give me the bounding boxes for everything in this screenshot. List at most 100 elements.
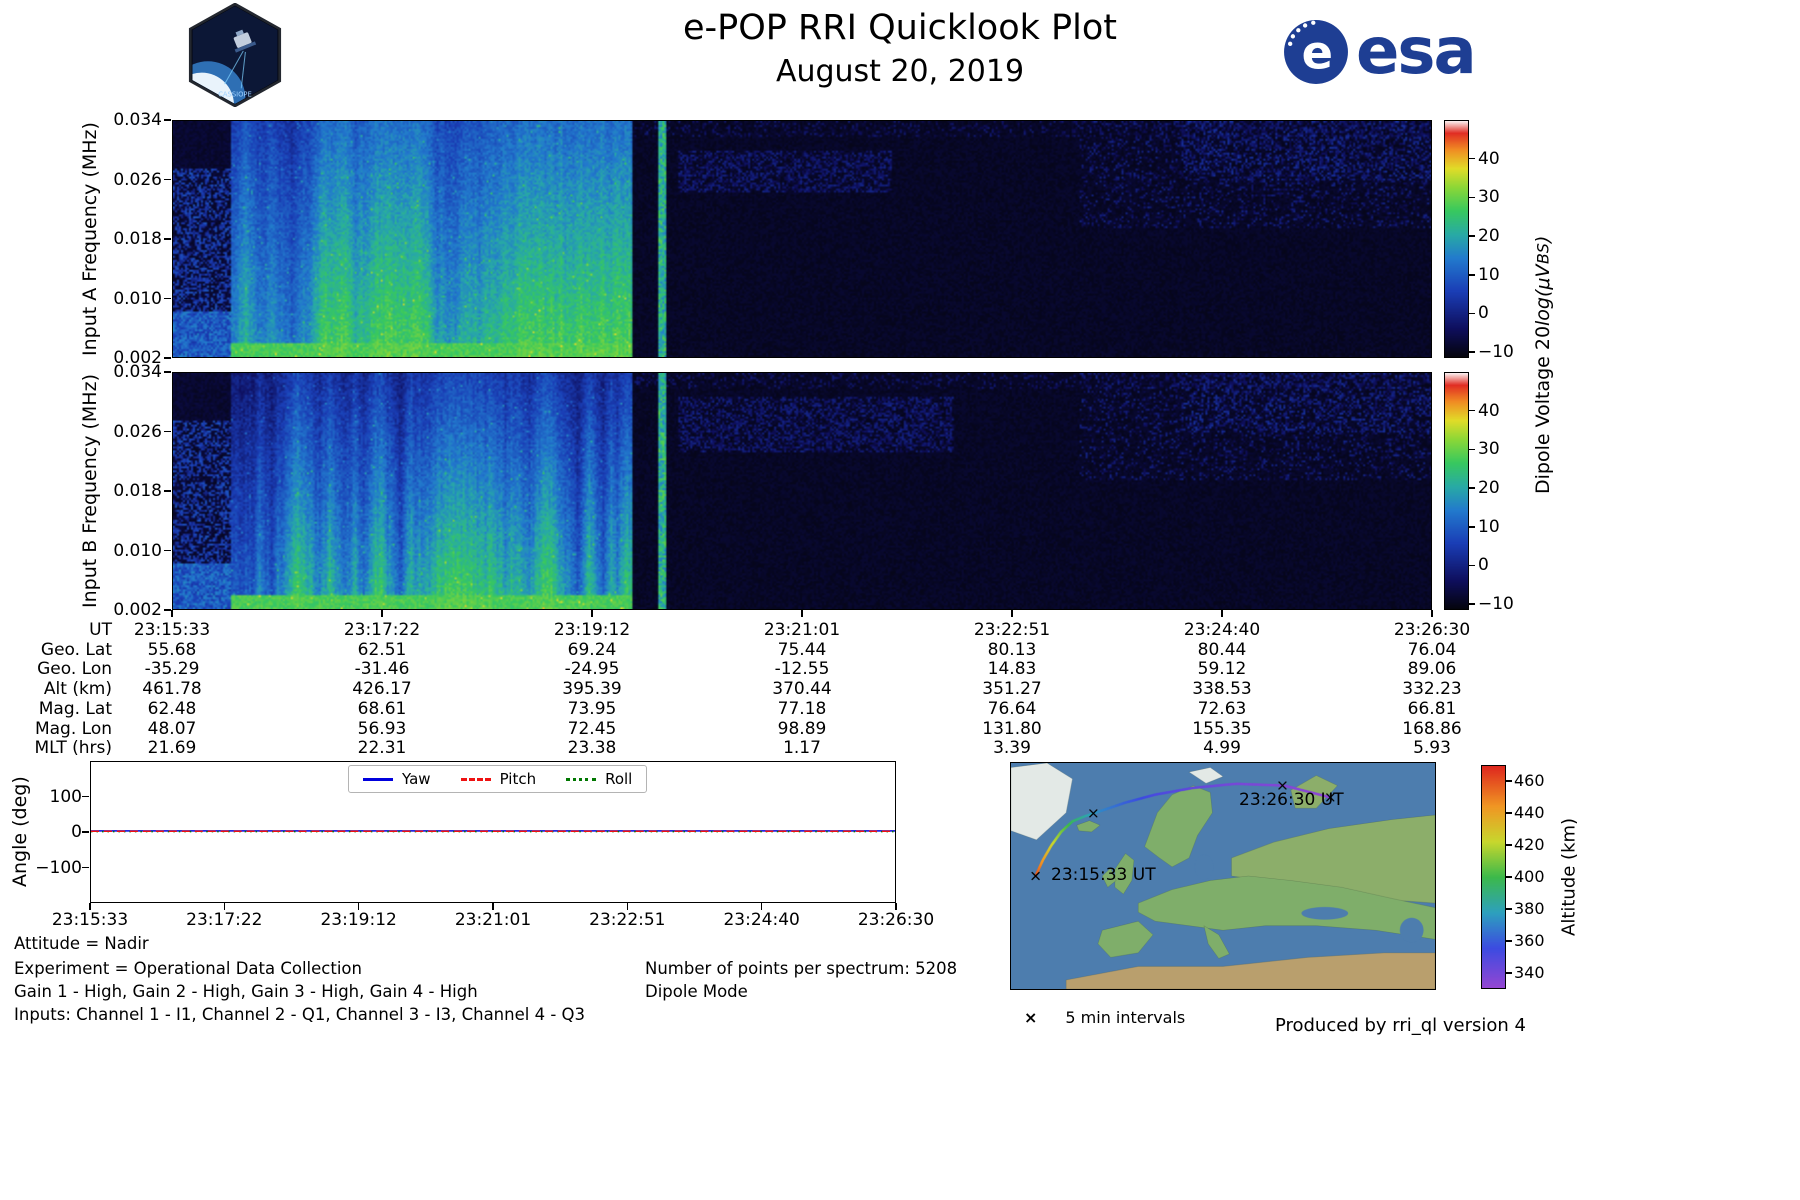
colorbar-label-subscript: BS bbox=[1533, 243, 1553, 265]
attitude-note: Attitude = Nadir bbox=[14, 934, 149, 953]
angle-time-tick-mark bbox=[492, 903, 494, 910]
freq-tick-mark bbox=[164, 238, 171, 240]
ephemeris-value: 76.04 bbox=[1407, 639, 1457, 660]
freq-tick-mark bbox=[164, 549, 171, 552]
ground-track-map: 23:26:30 UT 23:15:33 UT bbox=[1010, 762, 1436, 990]
freq-tick-label: 0.010 bbox=[113, 540, 162, 561]
freq-tick-mark bbox=[164, 430, 171, 433]
altitude-tick-mark bbox=[1506, 940, 1512, 942]
ephemeris-value: -24.95 bbox=[564, 659, 620, 680]
colorbar-tick-mark bbox=[1469, 564, 1475, 567]
ephemeris-value: 72.45 bbox=[567, 718, 617, 739]
angle-time-tick-label: 23:26:30 bbox=[857, 910, 935, 930]
angle-time-tick-label: 23:17:22 bbox=[186, 910, 263, 930]
time-tick-label: 23:26:30 bbox=[1393, 620, 1471, 640]
ephemeris-value: 77.18 bbox=[777, 698, 827, 719]
colorbar-tick-mark bbox=[1469, 487, 1475, 489]
colorbar-label-math: log(μV bbox=[1532, 264, 1554, 326]
angle-plot-panel bbox=[90, 761, 896, 903]
dipole-mode-note: Dipole Mode bbox=[645, 982, 748, 1001]
legend-item-pitch: Pitch bbox=[460, 770, 536, 788]
angle-time-tick-label: 23:19:12 bbox=[320, 910, 397, 930]
ephemeris-value: 351.27 bbox=[982, 679, 1042, 700]
ephemeris-value: 168.86 bbox=[1402, 718, 1462, 739]
intervals-label: 5 min intervals bbox=[1065, 1008, 1186, 1027]
ephemeris-value: 5.93 bbox=[1413, 738, 1451, 759]
gains-note: Gain 1 - High, Gain 2 - High, Gain 3 - H… bbox=[14, 982, 478, 1001]
interval-marker-icon: × bbox=[1024, 1008, 1038, 1027]
time-tick-label: 23:21:01 bbox=[763, 620, 841, 640]
freq-tick-mark bbox=[164, 371, 171, 373]
ephemeris-value: 59.12 bbox=[1197, 659, 1247, 680]
ephemeris-value: 68.61 bbox=[357, 698, 407, 719]
ephemeris-value: -12.55 bbox=[774, 659, 830, 680]
freq-tick-mark bbox=[164, 609, 171, 611]
freq-tick-label: 0.026 bbox=[113, 169, 162, 190]
colorbar-label-text: Dipole Voltage 20 bbox=[1532, 325, 1554, 494]
angle-time-tick-mark bbox=[895, 903, 897, 910]
angle-tick-mark bbox=[82, 795, 89, 798]
ephemeris-value: 75.44 bbox=[777, 639, 827, 660]
angle-time-tick-label: 23:22:51 bbox=[589, 910, 666, 930]
altitude-tick-mark bbox=[1506, 972, 1512, 974]
track-end-time-label: 23:26:30 UT bbox=[1239, 790, 1344, 810]
ephemeris-value: 56.93 bbox=[357, 718, 407, 739]
ephemeris-value: -31.46 bbox=[354, 659, 410, 680]
ephemeris-value: 89.06 bbox=[1407, 659, 1457, 680]
page-title: e-POP RRI Quicklook Plot bbox=[682, 8, 1117, 48]
altitude-tick-label: 440 bbox=[1514, 803, 1545, 822]
legend-item-yaw: Yaw bbox=[363, 770, 431, 788]
freq-tick-label: 0.018 bbox=[113, 229, 162, 249]
altitude-tick-label: 400 bbox=[1514, 867, 1545, 886]
time-tick-mark bbox=[801, 610, 803, 617]
dipole-voltage-colorbar-label: Dipole Voltage 20 log(μV BS) bbox=[1528, 120, 1558, 610]
yaw-line-icon bbox=[363, 777, 393, 781]
ephemeris-value: 73.95 bbox=[567, 698, 617, 719]
ephemeris-row-label: Geo. Lat bbox=[40, 639, 112, 660]
experiment-note: Experiment = Operational Data Collection bbox=[14, 959, 362, 978]
colorbar-tick-mark bbox=[1469, 526, 1475, 528]
ephemeris-row-label: Mag. Lat bbox=[38, 698, 112, 719]
time-tick-mark bbox=[171, 610, 173, 617]
ephemeris-value: 4.99 bbox=[1203, 738, 1241, 759]
angle-tick-mark bbox=[82, 866, 89, 869]
esa-logo-text: esa bbox=[1356, 15, 1477, 89]
angle-tick-label: 0 bbox=[71, 822, 82, 842]
angle-time-tick-mark bbox=[223, 903, 226, 910]
roll-line-icon bbox=[566, 777, 597, 781]
esa-emblem-icon: e bbox=[1284, 20, 1348, 84]
freq-tick-label: 0.034 bbox=[113, 362, 162, 382]
ephemeris-value: 48.07 bbox=[147, 718, 197, 739]
angle-tick-mark bbox=[82, 831, 89, 833]
altitude-tick-mark bbox=[1506, 844, 1512, 846]
produced-by-label: Produced by rri_ql version 4 bbox=[1274, 1015, 1526, 1036]
svg-text:e: e bbox=[1302, 25, 1333, 79]
colorbar-b-canvas bbox=[1445, 373, 1468, 609]
ephemeris-value: 23.38 bbox=[567, 738, 617, 759]
ephemeris-value: 62.48 bbox=[147, 698, 197, 719]
colorbar-tick-label: 10 bbox=[1478, 264, 1500, 285]
ephemeris-value: 69.24 bbox=[567, 639, 617, 660]
ephemeris-value: 22.31 bbox=[357, 738, 407, 759]
ephemeris-row-label: Mag. Lon bbox=[34, 718, 112, 739]
ephemeris-value: 338.53 bbox=[1192, 679, 1252, 700]
colorbar-tick-mark bbox=[1469, 196, 1475, 199]
altitude-colorbar-canvas bbox=[1482, 766, 1505, 988]
ephemeris-value: 98.89 bbox=[777, 718, 827, 739]
spectrogram-b-canvas bbox=[173, 373, 1431, 609]
patch-mission-name: CASSIOPE bbox=[218, 91, 252, 99]
ephemeris-value: 461.78 bbox=[142, 679, 202, 700]
ephemeris-value: 62.51 bbox=[357, 639, 407, 660]
ephemeris-value: 66.81 bbox=[1407, 698, 1457, 719]
freq-tick-mark bbox=[164, 357, 171, 359]
ephemeris-value: 76.64 bbox=[987, 698, 1037, 719]
freq-tick-mark bbox=[164, 119, 171, 121]
angle-time-tick-mark bbox=[760, 903, 763, 910]
ephemeris-row-label: Geo. Lon bbox=[37, 659, 112, 680]
pitch-line-icon bbox=[460, 777, 491, 781]
ephemeris-value: 332.23 bbox=[1402, 679, 1462, 700]
colorbar-tick-mark bbox=[1469, 274, 1475, 276]
ephemeris-value: 14.83 bbox=[987, 659, 1037, 680]
ephemeris-value: 80.13 bbox=[987, 639, 1037, 660]
